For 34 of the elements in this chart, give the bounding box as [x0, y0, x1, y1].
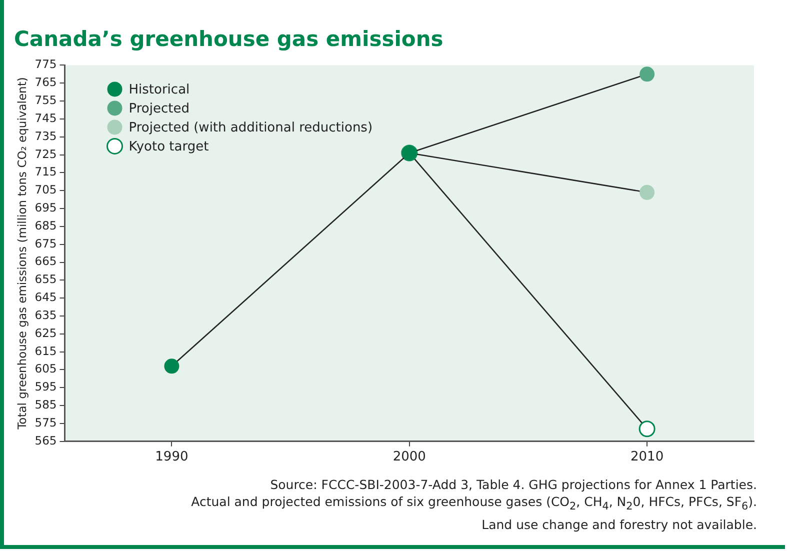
y-tick-label: 735 — [34, 128, 57, 143]
y-tick-label: 595 — [34, 380, 57, 394]
y-tick-label: 665 — [34, 254, 57, 268]
y-tick-label: 765 — [34, 75, 57, 90]
y-tick-label: 605 — [34, 362, 57, 376]
source-note: Source: FCCC-SBI-2003-7-Add 3, Table 4. GHG projections for Annex 1 Parties. — [269, 476, 757, 493]
y-axis-title: Total greenhouse gas emissions (million tons CO₂ equivalent) — [14, 77, 29, 430]
x-tick-label: 2000 — [392, 450, 426, 465]
y-tick-label: 745 — [34, 110, 57, 125]
text: Actual and projected emissions of six greenhouse gases (CO$_{2}$, CH$_{4}$, N$_{2}$0, HFCs, PFCs, SF$_{6}$). — [191, 494, 757, 512]
legend-label: Historical — [128, 82, 190, 98]
y-tick-label: 705 — [34, 182, 57, 197]
legend-label: Projected — [128, 102, 190, 117]
legend-label: Kyoto target — [128, 140, 209, 155]
y-tick-label: 695 — [34, 200, 57, 214]
y-tick-label: 675 — [34, 236, 57, 250]
y-tick-label: 565 — [34, 433, 57, 448]
y-tick-label: 575 — [34, 415, 57, 430]
legend-label: Projected (with additional reductions) — [128, 120, 373, 136]
y-tick-label: 755 — [34, 93, 57, 108]
y-tick-label: 685 — [34, 218, 57, 232]
y-tick-label: 775 — [34, 57, 57, 72]
y-tick-label: 725 — [34, 146, 57, 161]
y-tick-label: 625 — [34, 326, 57, 340]
y-tick-label: 585 — [34, 398, 57, 412]
x-tick-label: 1990 — [155, 450, 188, 465]
y-tick-label: 715 — [34, 164, 57, 179]
text: Land use change and forestry not available. — [480, 516, 757, 532]
x-tick-label: 2010 — [630, 450, 664, 465]
y-tick-label: 635 — [34, 308, 57, 322]
y-tick-label: 615 — [34, 344, 57, 358]
chart-title: Canada’s greenhouse gas emissions — [14, 27, 444, 52]
y-tick-label: 645 — [34, 290, 57, 304]
y-tick-label: 655 — [34, 272, 57, 286]
